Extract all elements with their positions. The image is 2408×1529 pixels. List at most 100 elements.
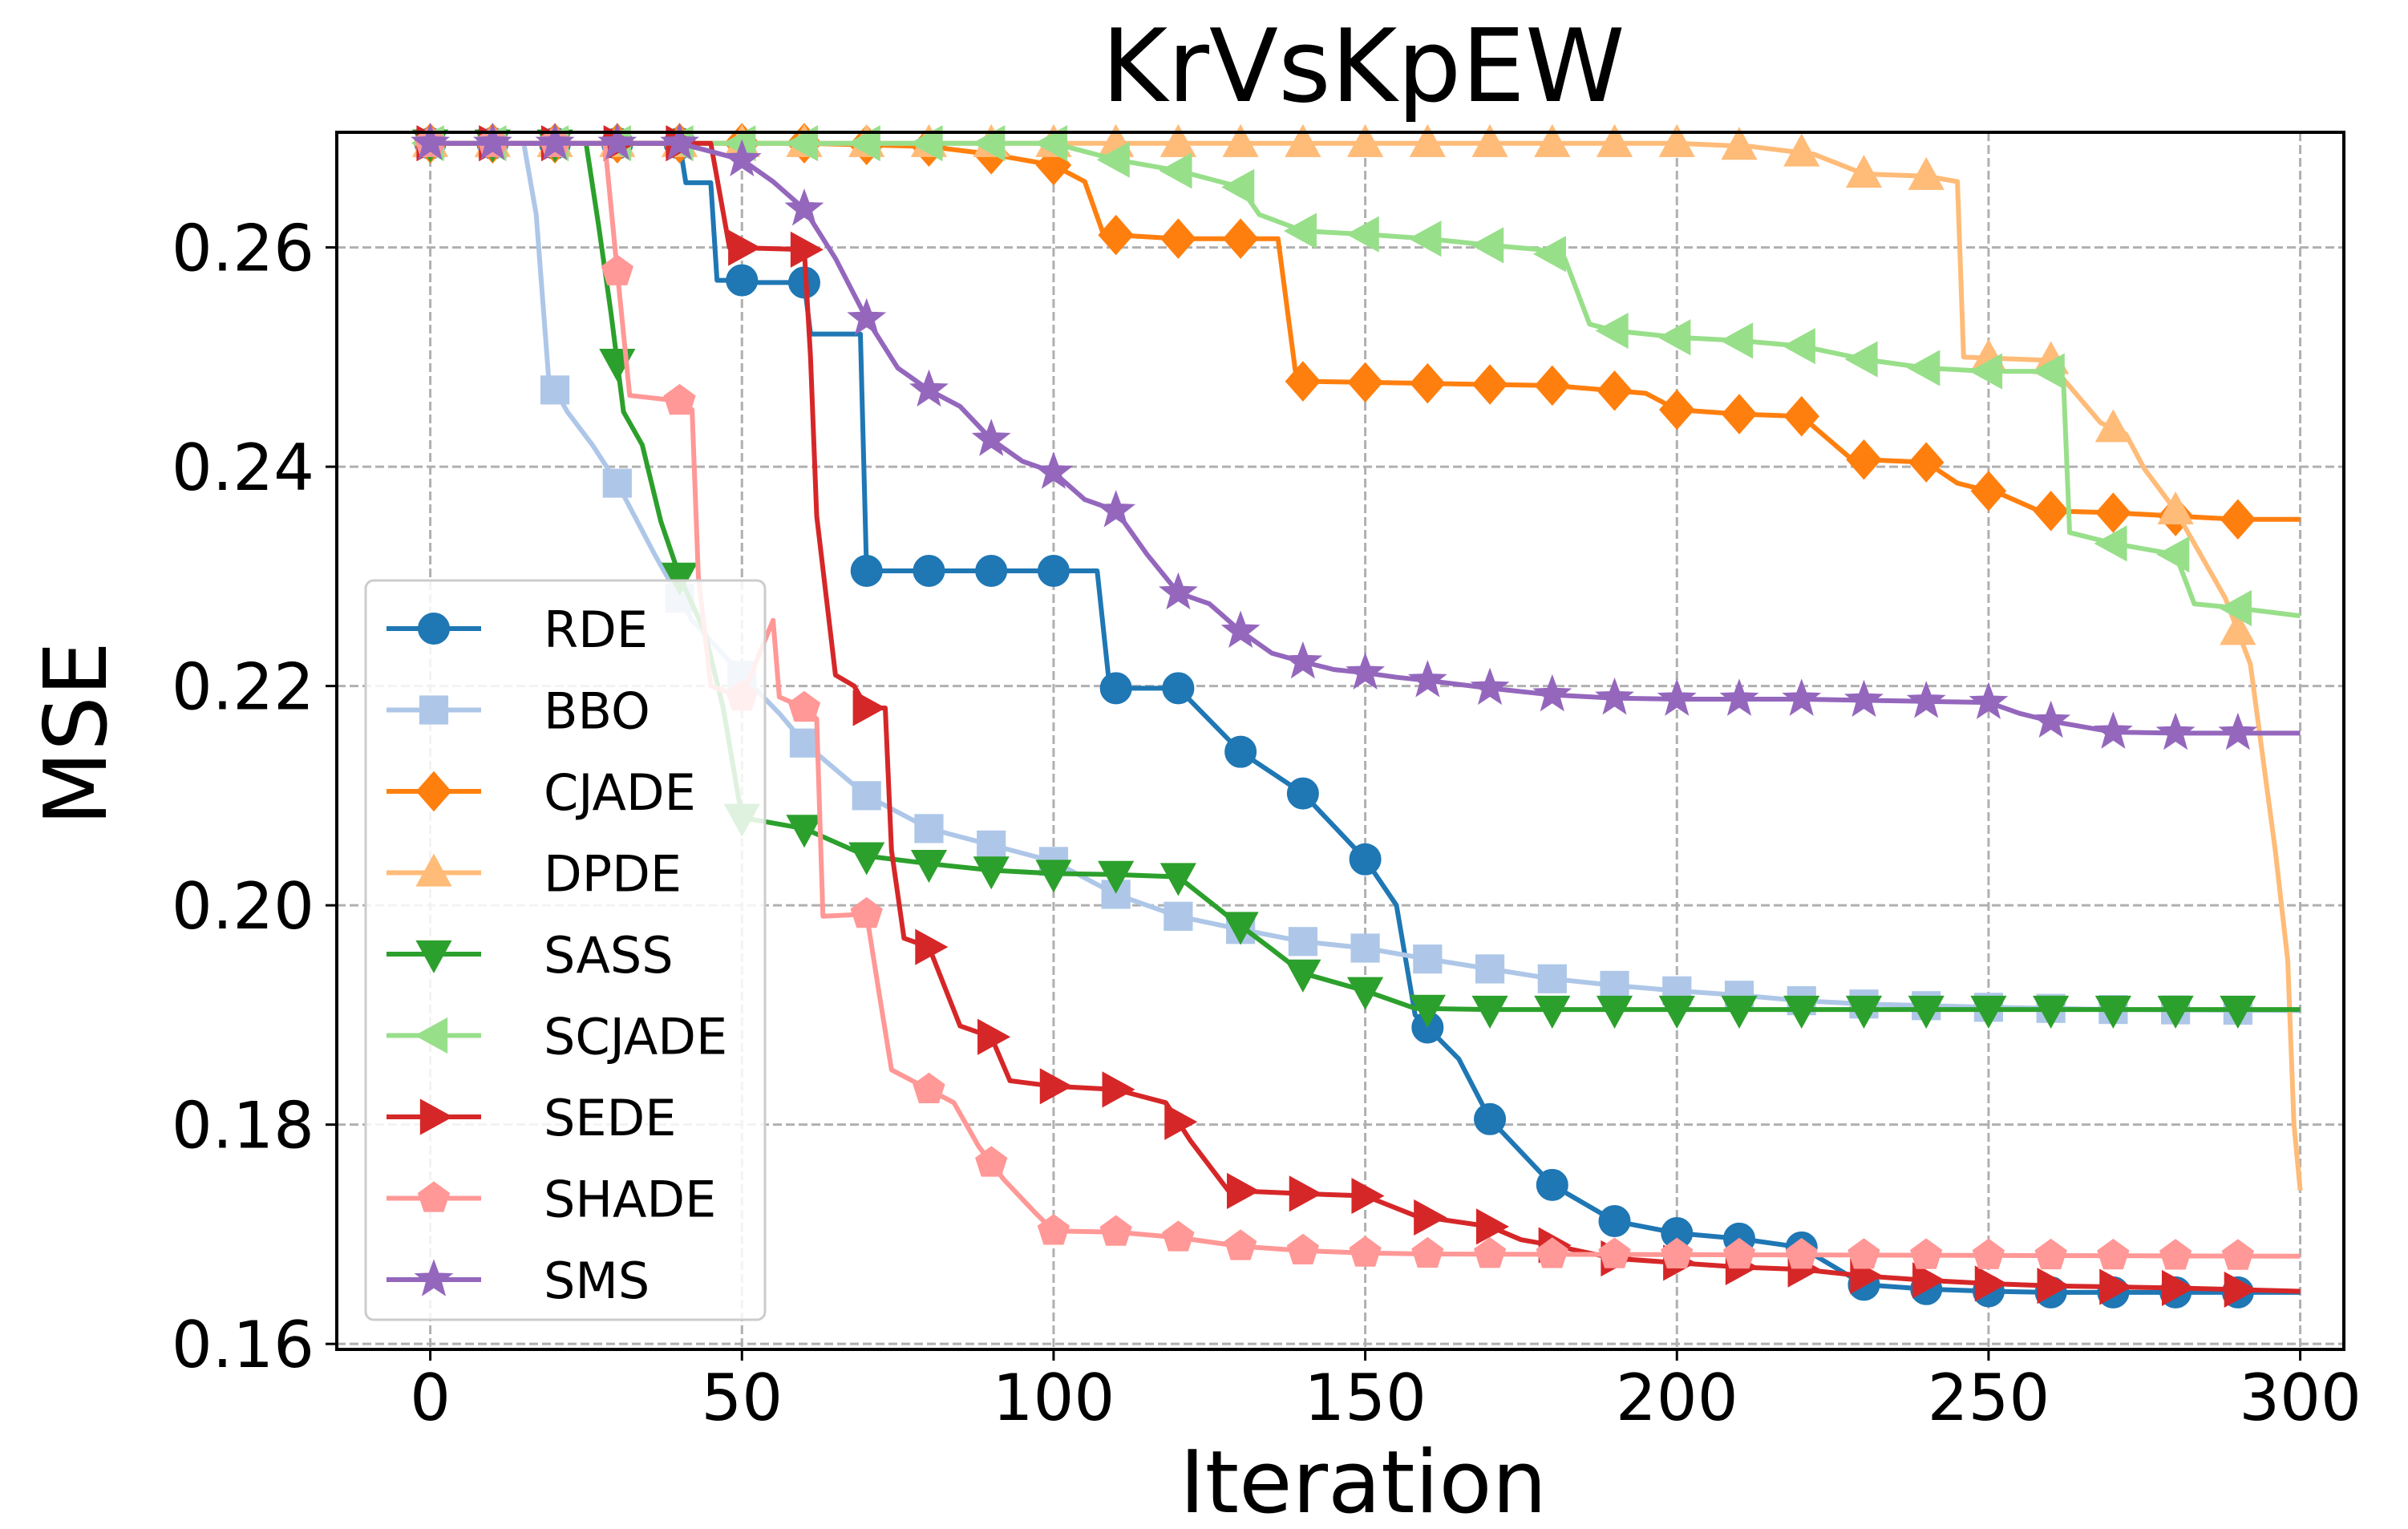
legend-item-cjade: CJADE (386, 763, 696, 822)
series-point (2157, 491, 2194, 524)
series-point (1414, 1199, 1447, 1236)
legend-marker (415, 853, 452, 887)
series-point (726, 264, 759, 297)
plot-frame (335, 131, 2345, 1351)
series-point (1721, 394, 1758, 435)
series-point (850, 555, 883, 588)
series-point (2033, 995, 2070, 1029)
series-point (663, 383, 696, 415)
series-point (1349, 843, 1382, 876)
series-point (1409, 123, 1446, 157)
series-point (1099, 672, 1132, 705)
series-point (722, 139, 762, 176)
series-point (1844, 341, 1878, 378)
series-point (1534, 995, 1571, 1029)
series-point (1350, 933, 1380, 963)
series-point (1974, 1265, 2008, 1302)
series-point (1407, 660, 1447, 698)
series-point (789, 728, 820, 758)
series-point (975, 1146, 1008, 1177)
legend-marker (418, 613, 450, 645)
legend-label: CJADE (544, 763, 696, 822)
series-point (1471, 123, 1508, 157)
series-point (2157, 995, 2194, 1029)
legend-item-sms: SMS (386, 1252, 650, 1310)
series-point (2220, 499, 2256, 540)
series-point (2159, 1239, 2192, 1270)
series-point (1475, 954, 1505, 984)
series-point (1782, 328, 1815, 365)
series-point (1162, 1220, 1195, 1252)
series-point (1475, 1208, 1509, 1245)
series-point (1099, 1215, 1132, 1246)
series-point (1288, 927, 1317, 957)
legend-label: SHADE (544, 1171, 716, 1229)
series-point (1597, 370, 1633, 411)
series-point (972, 125, 1006, 162)
legend-item-scjade: SCJADE (386, 1008, 727, 1066)
series-point (847, 297, 887, 336)
series-point (915, 928, 949, 965)
series-point (2218, 589, 2252, 627)
series-point (1722, 1237, 1756, 1269)
x-tick-label: 0 (410, 1361, 451, 1435)
series-point (1220, 610, 1261, 649)
series-point (2220, 995, 2256, 1029)
y-tick-label: 0.24 (172, 431, 314, 505)
series-point (2221, 1239, 2255, 1270)
series-point (2037, 1268, 2070, 1305)
series-point (1035, 860, 1072, 893)
series-point (1222, 912, 1259, 945)
x-axis-label: Iteration (1180, 1433, 1547, 1529)
series-point (1283, 641, 1323, 679)
y-tick-label: 0.26 (172, 212, 314, 286)
series-point (852, 690, 886, 726)
series-point (913, 1072, 945, 1104)
legend-label: SEDE (544, 1089, 676, 1147)
series-point (977, 830, 1006, 860)
series-point (1034, 125, 1068, 162)
series-point (1347, 977, 1384, 1010)
series-point (2218, 712, 2258, 750)
series-point (1847, 1238, 1880, 1269)
x-tick-label: 300 (2239, 1361, 2361, 1435)
series-point (1347, 362, 1383, 403)
series-point (1970, 995, 2007, 1029)
series-point (2161, 1269, 2196, 1307)
series-point (785, 125, 819, 162)
series-point (540, 375, 570, 405)
series-point (661, 562, 698, 596)
series-point (1347, 123, 1384, 157)
series-point (1408, 220, 1442, 257)
series-point (601, 254, 633, 285)
series-point (1845, 155, 1883, 188)
series-point (1721, 127, 1758, 160)
series-point (2099, 1268, 2133, 1305)
legend-marker (419, 695, 449, 725)
series-point (850, 896, 883, 928)
series-point (2093, 711, 2133, 749)
series-sass (412, 129, 2301, 1029)
chart-title: KrVsKpEW (1101, 7, 1625, 125)
series-point (1720, 322, 1754, 359)
series-point (2031, 353, 2065, 390)
series-point (1037, 1214, 1070, 1245)
legend-label: RDE (544, 601, 648, 659)
series-point (1283, 212, 1317, 249)
series-point (1471, 364, 1508, 405)
series-point (1536, 1237, 1568, 1268)
series-point (1409, 994, 1446, 1028)
series-point (1534, 123, 1571, 157)
y-axis-label: MSE (26, 641, 127, 826)
series-point (1164, 901, 1193, 931)
series-point (1657, 319, 1691, 356)
legend-label: DPDE (544, 845, 682, 904)
y-tick-label: 0.16 (172, 1308, 314, 1382)
series-point (1657, 678, 1697, 716)
series-point (1285, 959, 1321, 993)
series-point (1598, 1204, 1631, 1237)
series-point (1351, 1177, 1385, 1215)
series-point (1102, 1071, 1135, 1108)
legend-marker (415, 771, 452, 812)
series-point (1473, 1237, 1507, 1268)
